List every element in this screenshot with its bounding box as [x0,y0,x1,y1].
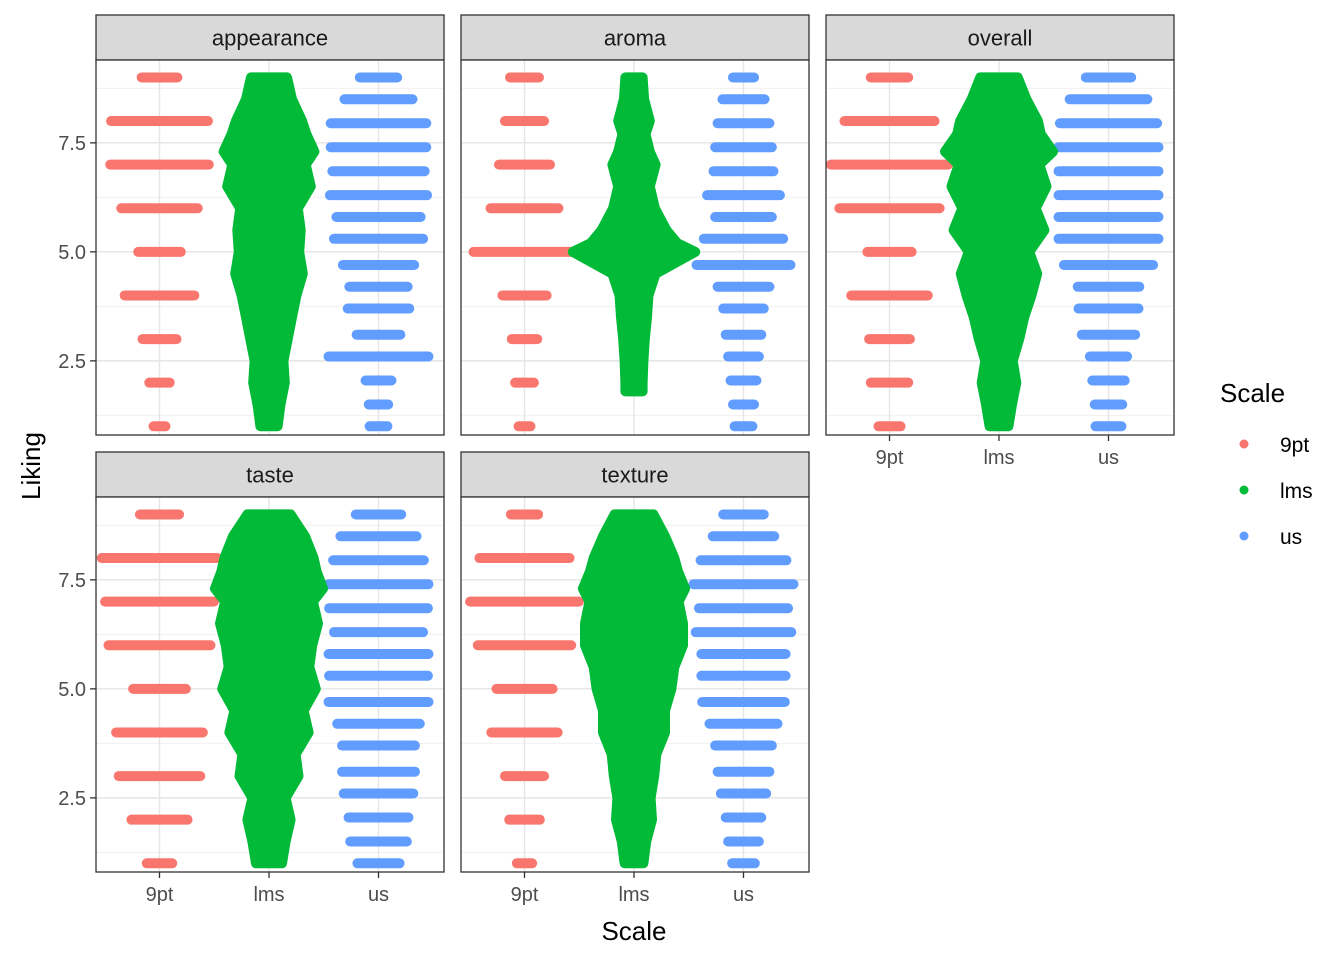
y-tick-label: 5.0 [58,679,86,701]
x-tick-label: lms [618,884,649,906]
legend-label-us: us [1280,526,1302,549]
x-tick-label: us [733,884,754,906]
swarm-lms [940,72,1058,432]
series-9pt [105,72,214,432]
legend-label-9pt: 9pt [1280,434,1309,457]
y-tick-label: 5.0 [58,242,86,264]
series-9pt [468,72,581,432]
panel-overall: overall [825,14,1175,436]
x-tick-label: us [1098,447,1119,469]
panel-aroma: aroma [460,14,810,436]
panel-texture: texture [460,451,810,873]
series-9pt [465,509,584,869]
y-axis-title: Liking [16,432,46,500]
series-us [323,72,434,432]
axes-layer: 2.5 5.0 7.5 9pt lms us 2.5 5.0 7.5 9pt lms us 9pt lms… [58,133,1119,906]
strip-label-texture: texture [601,463,668,488]
strip-label-overall: overall [968,26,1033,51]
x-tick-label: lms [983,447,1014,469]
series-lms [577,509,691,869]
strip-label-taste: taste [246,463,294,488]
series-us [1053,72,1164,432]
series-us [688,509,799,869]
y-tick-label: 2.5 [58,788,86,810]
x-tick-label: us [368,884,389,906]
legend-key-us [1239,531,1249,541]
legend: Scale 9pt lms us [1220,378,1313,549]
panel-border [460,59,810,436]
strip-aroma [460,14,810,61]
series-9pt [96,509,223,869]
series-us [691,72,796,432]
swarm-lms [210,509,328,869]
series-lms [940,72,1058,432]
y-tick-label: 7.5 [58,570,86,592]
y-tick-label: 2.5 [58,351,86,373]
strip-appearance [95,14,445,61]
legend-key-lms [1239,485,1249,495]
strip-texture [460,451,810,498]
swarm-lms [218,72,320,432]
series-us [323,509,434,869]
panel-border [460,496,810,873]
panel-taste: taste [95,451,445,873]
panels-layer: appearance aroma overall taste texture [95,14,1175,873]
swarm-lms [567,72,701,397]
x-axis-title: Scale [601,916,666,946]
x-tick-label: lms [253,884,284,906]
y-tick-label: 7.5 [58,133,86,155]
panel-border [825,59,1175,436]
series-lms [567,72,701,397]
swarm-lms [577,509,691,869]
x-tick-label: 9pt [511,884,539,906]
strip-label-aroma: aroma [604,26,667,51]
series-lms [210,509,328,869]
x-tick-label: 9pt [146,884,174,906]
legend-label-lms: lms [1280,480,1313,503]
panel-border [95,59,445,436]
legend-title: Scale [1220,378,1285,408]
legend-key-9pt [1239,439,1249,449]
panel-appearance: appearance [95,14,445,436]
series-lms [218,72,320,432]
x-tick-label: 9pt [876,447,904,469]
strip-label-appearance: appearance [212,26,328,51]
series-9pt [825,72,954,432]
panel-border [95,496,445,873]
